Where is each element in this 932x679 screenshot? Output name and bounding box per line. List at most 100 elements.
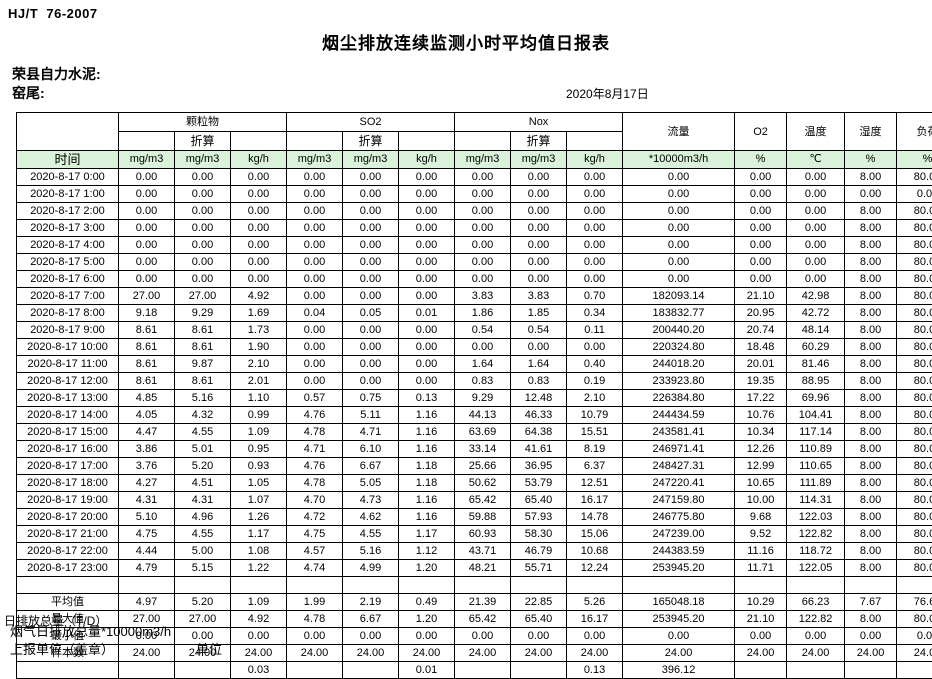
cell-temperature: 110.89 (787, 441, 845, 458)
cell-particulate-measured: 4.75 (119, 526, 175, 543)
cell-load: 80.00 (897, 441, 932, 458)
cell-load: 0.00 (897, 186, 932, 203)
cell-nox-converted: 1.85 (511, 305, 567, 322)
emission-report-table: 颗粒物 SO2 Nox 流量 O2 温度 湿度 负荷 折算 折算 折算 (16, 112, 932, 679)
cell-humidity: 8.00 (845, 492, 897, 509)
cell-particulate-measured: 0.00 (119, 220, 175, 237)
cell-nox-measured: 0.00 (455, 254, 511, 271)
cell-particulate-rate: 1.90 (231, 339, 287, 356)
cell-flow: 0.00 (623, 169, 735, 186)
cell-so2-converted: 4.99 (343, 560, 399, 577)
cell-time: 2020-8-17 3:00 (17, 220, 119, 237)
cell-nox-converted: 0.00 (511, 220, 567, 237)
cell-particulate-rate: 1.73 (231, 322, 287, 339)
cell-so2-rate: 1.17 (399, 526, 455, 543)
cell-so2-measured: 0.00 (287, 254, 343, 271)
cell-load: 80.00 (897, 458, 932, 475)
cell-particulate-converted: 5.20 (175, 458, 231, 475)
cell-temperature: 117.14 (787, 424, 845, 441)
unit-time: 时间 (17, 151, 119, 169)
cell-flow: 244434.59 (623, 407, 735, 424)
cell-nox-converted: 0.00 (511, 203, 567, 220)
cell-load: 80.00 (897, 543, 932, 560)
cell-so2-rate: 0.00 (399, 322, 455, 339)
cell-so2-measured: 4.75 (287, 526, 343, 543)
cell-nox-converted: 64.38 (511, 424, 567, 441)
spacer-cell (287, 577, 343, 594)
cell-nox-converted (511, 662, 567, 679)
cell-flow: 200440.20 (623, 322, 735, 339)
cell-so2-measured: 0.00 (287, 288, 343, 305)
cell-so2-rate: 0.00 (399, 169, 455, 186)
cell-summary-label: 平均值 (17, 594, 119, 611)
cell-humidity: 8.00 (845, 424, 897, 441)
cell-so2-rate: 1.18 (399, 458, 455, 475)
spacer-cell (119, 577, 175, 594)
cell-o2: 0.00 (735, 237, 787, 254)
group-header-row: 颗粒物 SO2 Nox 流量 O2 温度 湿度 负荷 (17, 113, 932, 132)
cell-time: 2020-8-17 14:00 (17, 407, 119, 424)
cell-so2-converted: 0.00 (343, 322, 399, 339)
cell-nox-measured: 0.54 (455, 322, 511, 339)
cell-load: 80.00 (897, 288, 932, 305)
cell-nox-rate: 0.34 (567, 305, 623, 322)
spacer-cell (17, 577, 119, 594)
cell-o2: 10.76 (735, 407, 787, 424)
cell-nox-measured: 3.83 (455, 288, 511, 305)
cell-nox-measured: 0.00 (455, 169, 511, 186)
cell-nox-converted: 0.00 (511, 186, 567, 203)
cell-o2: 19.35 (735, 373, 787, 390)
cell-humidity: 8.00 (845, 509, 897, 526)
cell-nox-rate: 0.13 (567, 662, 623, 679)
cell-particulate-converted: 8.61 (175, 322, 231, 339)
cell-so2-converted: 4.73 (343, 492, 399, 509)
cell-load: 80.00 (897, 390, 932, 407)
cell-nox-converted: 0.00 (511, 237, 567, 254)
cell-load: 80.00 (897, 560, 932, 577)
cell-particulate-converted: 4.55 (175, 424, 231, 441)
cell-nox-measured: 43.71 (455, 543, 511, 560)
cell-so2-converted: 0.00 (343, 220, 399, 237)
cell-so2-converted: 5.11 (343, 407, 399, 424)
cell-humidity: 8.00 (845, 322, 897, 339)
cell-time: 2020-8-17 11:00 (17, 356, 119, 373)
cell-nox-rate: 15.06 (567, 526, 623, 543)
cell-nox-measured: 60.93 (455, 526, 511, 543)
cell-time: 2020-8-17 8:00 (17, 305, 119, 322)
cell-temperature: 122.05 (787, 560, 845, 577)
group-header-humidity: 湿度 (845, 113, 897, 151)
cell-so2-rate: 0.00 (399, 356, 455, 373)
cell-so2-measured (287, 662, 343, 679)
cell-load: 80.00 (897, 271, 932, 288)
page-title: 烟尘排放连续监测小时平均值日报表 (0, 29, 932, 54)
cell-flow: 0.00 (623, 271, 735, 288)
report-table-container: 颗粒物 SO2 Nox 流量 O2 温度 湿度 负荷 折算 折算 折算 (16, 112, 916, 679)
cell-o2: 11.16 (735, 543, 787, 560)
cell-so2-converted: 4.71 (343, 424, 399, 441)
cell-so2-rate: 0.00 (399, 237, 455, 254)
cell-so2-rate: 0.00 (399, 186, 455, 203)
cell-load: 80.00 (897, 424, 932, 441)
unit-nox-measured: mg/m3 (455, 151, 511, 169)
cell-nox-converted: 0.00 (511, 271, 567, 288)
cell-humidity: 7.67 (845, 594, 897, 611)
cell-humidity: 8.00 (845, 611, 897, 628)
cell-o2: 11.71 (735, 560, 787, 577)
cell-particulate-converted: 8.61 (175, 339, 231, 356)
cell-o2: 10.00 (735, 492, 787, 509)
cell-particulate-measured: 0.00 (119, 186, 175, 203)
cell-humidity: 8.00 (845, 441, 897, 458)
cell-nox-measured: 33.14 (455, 441, 511, 458)
cell-nox-rate: 16.17 (567, 492, 623, 509)
cell-temperature: 114.31 (787, 492, 845, 509)
sub-particulate-measured (119, 132, 175, 151)
cell-nox-measured (455, 662, 511, 679)
spacer-cell (845, 577, 897, 594)
cell-load: 80.00 (897, 373, 932, 390)
cell-particulate-measured: 4.27 (119, 475, 175, 492)
cell-nox-converted: 57.93 (511, 509, 567, 526)
